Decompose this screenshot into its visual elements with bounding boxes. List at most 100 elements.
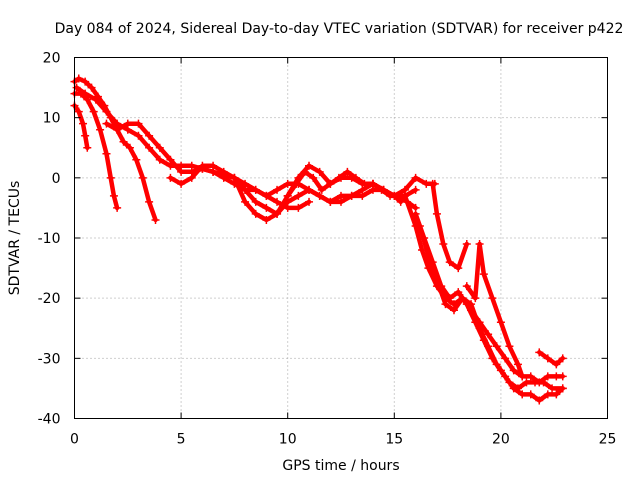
axis-ticks: 0 5 10 15 20 25 -40 -30 -20 -10 0 10 20: [38, 51, 617, 448]
data-point: [219, 167, 228, 176]
data-point: [518, 390, 527, 399]
y-tick-label: -30: [38, 351, 61, 367]
data-point: [292, 179, 301, 188]
data-point: [439, 240, 448, 249]
data-point: [134, 131, 143, 140]
data-point: [326, 179, 335, 188]
data-point: [368, 179, 377, 188]
data-point: [300, 167, 309, 176]
data-point: [294, 191, 303, 200]
data-point: [305, 161, 314, 170]
series-trace-14: [535, 348, 567, 369]
data-point: [552, 360, 561, 369]
data-point: [241, 185, 250, 194]
chart-title: Day 084 of 2024, Sidereal Day-to-day VTE…: [55, 21, 624, 37]
data-point: [411, 185, 420, 194]
y-tick-label: -40: [38, 412, 61, 428]
data-point: [432, 209, 441, 218]
data-point: [145, 131, 154, 140]
data-point: [428, 179, 437, 188]
series-line: [72, 91, 120, 211]
grid-lines: [74, 57, 608, 419]
data-point: [501, 372, 510, 381]
data-point: [125, 143, 134, 152]
data-point: [424, 252, 433, 261]
data-point: [74, 74, 83, 83]
data-point: [360, 179, 369, 188]
data-point: [432, 276, 441, 285]
data-point: [109, 191, 118, 200]
data-point: [151, 215, 160, 224]
data-point: [334, 173, 343, 182]
data-point: [526, 372, 535, 381]
data-point: [305, 197, 314, 206]
series-line: [537, 350, 565, 367]
data-point: [119, 137, 128, 146]
data-point: [262, 203, 271, 212]
data-point: [543, 390, 552, 399]
data-point: [492, 360, 501, 369]
data-point: [273, 197, 282, 206]
series-line: [430, 181, 470, 271]
data-point: [262, 215, 271, 224]
data-point: [492, 342, 501, 351]
data-point: [351, 173, 360, 182]
series-trace-12: [428, 179, 471, 273]
data-point: [102, 119, 111, 128]
data-point: [134, 119, 143, 128]
data-point: [273, 185, 282, 194]
data-point: [83, 143, 92, 152]
x-tick-label: 5: [177, 432, 186, 448]
data-point: [526, 390, 535, 399]
data-point: [72, 83, 81, 92]
data-point: [91, 95, 100, 104]
data-point: [166, 155, 175, 164]
data-point: [251, 197, 260, 206]
y-axis-label: SDTVAR / TECUs: [7, 181, 23, 296]
data-point: [155, 155, 164, 164]
data-point: [509, 384, 518, 393]
data-point: [251, 209, 260, 218]
data-point: [155, 143, 164, 152]
data-point: [177, 167, 186, 176]
data-point: [462, 240, 471, 249]
data-point: [449, 306, 458, 315]
data-point: [411, 209, 420, 218]
x-tick-label: 10: [279, 432, 297, 448]
data-point: [113, 125, 122, 134]
data-point: [309, 173, 318, 182]
data-point: [166, 173, 175, 182]
series-trace-8: [283, 167, 420, 212]
data-point: [509, 366, 518, 375]
series-trace-2: [70, 89, 122, 212]
data-point: [558, 372, 567, 381]
data-point: [102, 107, 111, 116]
data-point: [513, 360, 522, 369]
y-tick-label: 0: [52, 171, 61, 187]
data-point: [518, 372, 527, 381]
data-point: [187, 173, 196, 182]
series-line: [413, 211, 565, 391]
data-point: [415, 221, 424, 230]
data-point: [548, 384, 557, 393]
data-point: [81, 77, 90, 86]
data-point: [315, 191, 324, 200]
data-point: [441, 300, 450, 309]
data-point: [484, 330, 493, 339]
data-point: [479, 270, 488, 279]
data-point: [358, 191, 367, 200]
data-point: [326, 197, 335, 206]
data-point: [488, 294, 497, 303]
data-point: [177, 179, 186, 188]
data-point: [535, 348, 544, 357]
series-trace-11: [415, 221, 567, 405]
y-tick-label: -20: [38, 291, 61, 307]
data-point: [337, 191, 345, 200]
data-point: [102, 149, 111, 158]
data-point: [89, 107, 98, 116]
data-point: [87, 83, 96, 92]
data-point: [462, 282, 471, 291]
data-point: [475, 324, 484, 333]
data-point: [81, 131, 90, 140]
data-point: [505, 342, 514, 351]
